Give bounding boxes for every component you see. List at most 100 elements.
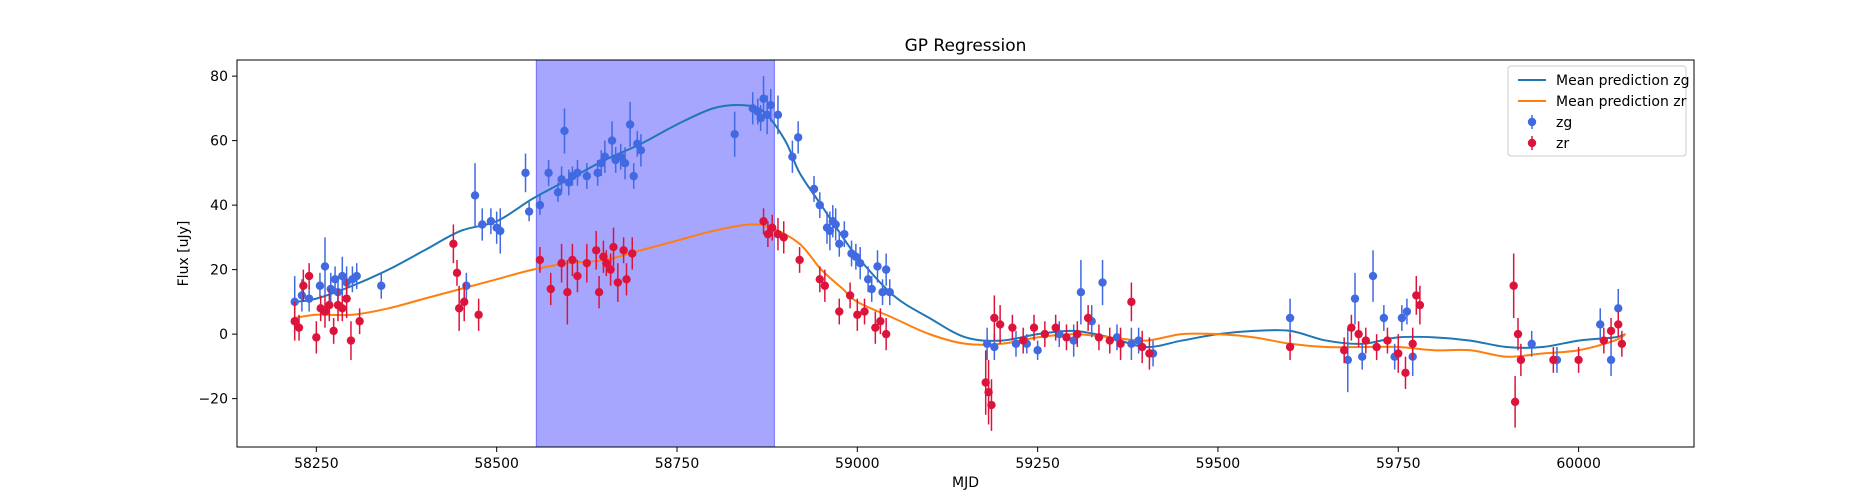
data-point [1368,271,1378,281]
data-point [863,275,873,284]
data-point [873,262,882,271]
axes-frame [236,59,1695,448]
data-point [1339,346,1349,355]
data-point [1513,329,1523,339]
x-tick-label: 59750 [1376,456,1421,472]
data-point [1055,329,1064,339]
data-point [1412,291,1421,300]
data-point [1509,281,1518,290]
data-point [1596,320,1605,329]
x-tick-label: 60000 [1556,456,1601,472]
data-point [297,291,307,300]
data-point [815,275,824,284]
data-point [809,184,819,194]
data-point [625,120,635,129]
data-point [1008,323,1017,332]
legend: Mean prediction zg Mean prediction zr zg zr [1507,65,1690,157]
data-point [544,168,553,178]
data-point [1116,339,1125,348]
data-point [582,171,592,181]
data-point [315,281,325,290]
data-point [636,146,646,155]
data-point [990,313,999,323]
legend-label: zr [1556,136,1569,152]
data-point [329,326,338,336]
data-point [835,239,844,249]
data-points [290,76,1627,431]
data-point [1145,349,1154,358]
x-tick-label: 59250 [1015,456,1060,472]
data-point [1614,304,1623,313]
data-point [352,271,361,281]
data-point [779,233,788,242]
data-point [304,271,314,281]
data-point [619,246,628,255]
data-point [1105,336,1114,345]
data-point [987,400,996,410]
data-point [535,255,545,265]
data-point [1069,336,1078,345]
data-point [557,175,566,184]
data-point [1347,323,1356,332]
data-point [853,310,862,319]
data-point [1527,339,1536,348]
data-point [1574,355,1583,365]
data-point [1094,333,1104,342]
data-point [1354,329,1363,339]
legend-label: zg [1556,115,1572,131]
data-point [524,207,534,216]
data-point [1394,349,1403,358]
data-point [1062,333,1071,342]
chart-title: GP Regression [905,36,1027,56]
data-point [815,200,824,210]
data-point [1343,355,1352,365]
data-point [609,242,618,252]
data-point [845,291,855,300]
data-point [460,297,469,307]
data-point [1029,323,1039,332]
y-tick-label: 0 [219,327,228,343]
data-point [767,223,777,232]
data-point [855,258,865,268]
data-point [622,275,631,284]
data-point [607,136,617,145]
data-point [1401,368,1410,378]
data-point [355,317,364,326]
data-point [564,178,573,187]
series-zr [290,208,1627,431]
data-point [1617,339,1627,348]
data-point [599,252,608,261]
data-point [629,171,638,181]
data-point [1285,313,1295,323]
data-point [553,188,563,197]
data-point [1415,300,1425,310]
data-point [867,284,876,294]
line-mean-prediction-zg [294,103,1626,349]
data-point [860,307,869,316]
data-point [1606,326,1616,336]
data-point [454,304,464,313]
data-point [582,258,592,268]
legend-marker-swatch [1527,138,1537,148]
data-point [1361,336,1371,345]
data-point [1358,352,1367,361]
data-point [1134,336,1143,345]
data-point [840,229,849,239]
data-point [1383,336,1392,345]
data-point [773,110,783,120]
data-point [1614,320,1623,329]
data-point [593,168,602,178]
y-tick-label: 40 [210,198,228,214]
data-point [881,329,891,339]
data-point [984,387,993,397]
data-point [766,100,775,110]
data-point [449,239,458,249]
data-point [1040,329,1050,339]
data-point [342,294,351,303]
data-point [294,323,304,332]
x-tick-label: 58500 [474,456,519,472]
y-axis-label: Flux [uJy] [176,221,192,287]
data-point [1098,278,1107,287]
x-tick-label: 59000 [835,456,880,472]
legend-box [1507,65,1687,157]
